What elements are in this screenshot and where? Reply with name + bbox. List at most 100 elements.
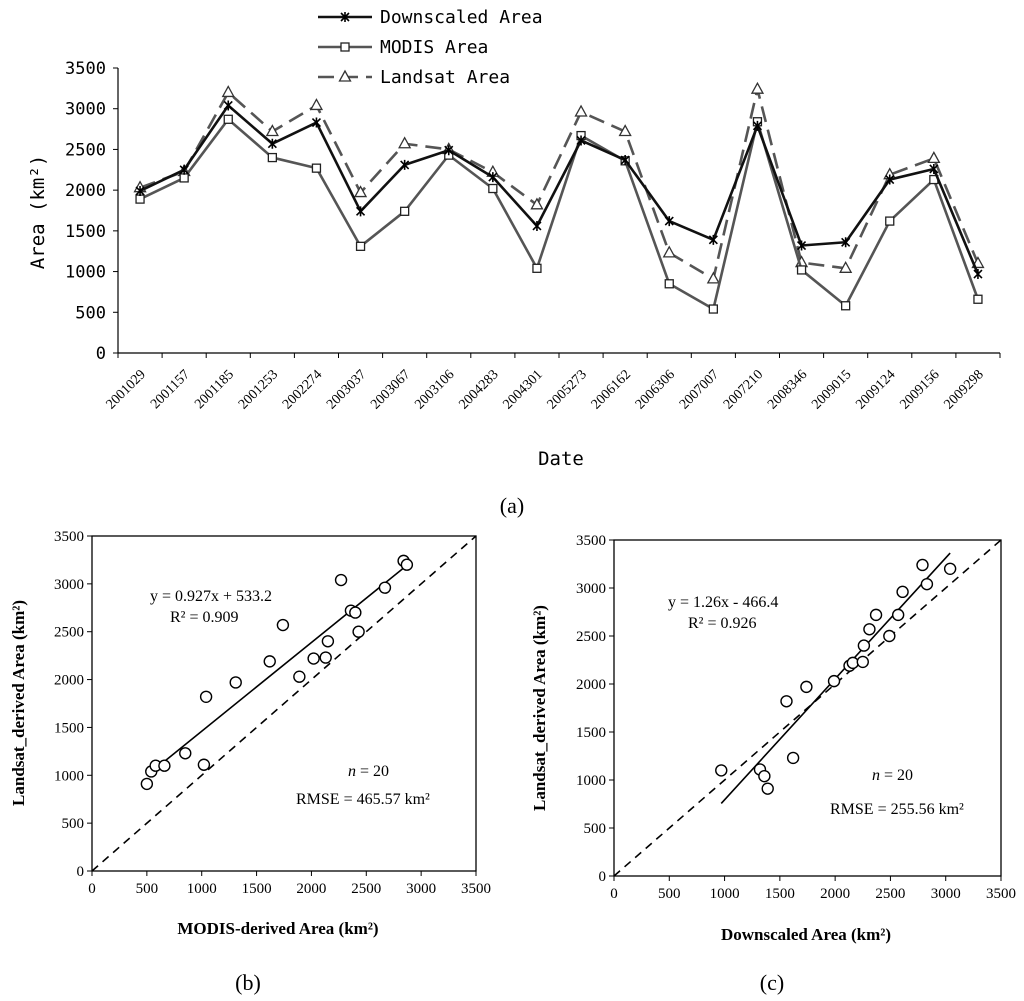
scatter-b-n-symbol: n: [348, 763, 356, 780]
series-line-modis-area: [139, 118, 980, 311]
line-chart-x-tick-label: 2004301: [501, 367, 546, 412]
scatter-c-x-tick-label: 3000: [931, 886, 961, 902]
series-point-landsat-area: [706, 271, 720, 284]
scatter-b-y-tick-label: 2500: [54, 625, 84, 641]
series-point-landsat-area: [618, 124, 632, 137]
series-point-modis-area: [664, 279, 674, 289]
line-chart-x-tick-label: 2001253: [236, 367, 281, 412]
scatter-b-frame: [91, 535, 477, 872]
scatter-c-y-tick-label: 2500: [576, 629, 606, 645]
scatter-c-equation: y = 1.26x - 466.4: [668, 594, 778, 611]
line-chart-x-tick-label: 2009015: [809, 367, 854, 412]
scatter-b-point: [307, 652, 320, 665]
series-point-landsat-area: [662, 245, 676, 258]
scatter-b-x-tick-label: 1500: [242, 881, 272, 897]
series-line-landsat-area: [139, 87, 980, 281]
scatter-c-frame: [613, 539, 1002, 877]
panel-label-a: (a): [500, 493, 524, 518]
scatter-c-y-tick-label: 3500: [576, 533, 606, 549]
series-point-downscaled-area: [311, 117, 322, 128]
scatter-b-y-tick-label: 1500: [54, 720, 84, 736]
line-chart-y-tick-label: 1000: [65, 263, 106, 283]
series-point-downscaled-area: [576, 135, 586, 146]
scatter-b-point: [229, 676, 242, 689]
series-point-modis-area: [488, 183, 498, 194]
scatter-c-point: [758, 769, 771, 783]
series-point-modis-area: [179, 173, 189, 183]
series-point-modis-area: [311, 163, 322, 173]
legend-label-landsat-area: Landsat Area: [380, 67, 510, 88]
series-point-downscaled-area: [620, 155, 630, 166]
scatter-b-point: [352, 625, 365, 638]
scatter-b-y-tick-label: 3500: [54, 529, 84, 545]
scatter-c-n-symbol: n: [872, 767, 880, 784]
scatter-c-point: [883, 629, 896, 643]
scatter-c-point: [857, 639, 871, 652]
scatter-b-point: [263, 655, 276, 668]
line-chart-y-tick-label: 1500: [65, 222, 106, 242]
legend-label-modis-area: MODIS Area: [380, 37, 488, 58]
series-point-landsat-area: [750, 81, 765, 94]
scatter-b-point: [197, 758, 211, 771]
scatter-b-point: [334, 573, 348, 587]
scatter-c-point: [715, 764, 728, 777]
series-point-landsat-area: [398, 136, 412, 149]
series-point-landsat-area: [221, 85, 235, 98]
series-line-downscaled-area: [139, 104, 980, 275]
legend-marker-modis-area: [340, 42, 350, 52]
scatter-c-xlabel: Downscaled Area (km²): [721, 925, 891, 944]
series-point-downscaled-area: [532, 220, 542, 231]
line-chart-x-tick-label: 2003067: [368, 367, 413, 412]
scatter-b-x-tick-label: 2500: [351, 881, 381, 897]
line-chart-x-tick-label: 2005273: [545, 367, 590, 412]
legend-marker-landsat-area: [338, 69, 352, 82]
series-point-modis-area: [399, 206, 410, 216]
legend-marker-downscaled-area: [340, 12, 350, 22]
series-point-downscaled-area: [488, 172, 498, 183]
scatter-c-point: [891, 608, 905, 622]
scatter-c-n-value: = 20: [884, 767, 913, 784]
series-point-downscaled-area: [752, 120, 763, 131]
line-chart-x-tick-label: 2004283: [456, 367, 501, 412]
scatter-b-rmse: RMSE = 465.57 km²: [296, 791, 430, 808]
scatter-b-y-tick-label: 500: [62, 816, 85, 832]
scatter-b-x-tick-label: 0: [88, 881, 96, 897]
line-chart-x-tick-label: 2003106: [412, 367, 457, 412]
scatter-b-xlabel: MODIS-derived Area (km²): [177, 919, 378, 938]
line-chart-x-tick-label: 2007007: [677, 367, 722, 412]
scatter-c-x-tick-label: 1500: [765, 886, 795, 902]
panel-label-c: (c): [760, 970, 784, 995]
scatter-b-n: n = 20: [348, 763, 389, 780]
line-chart-x-tick-label: 2003037: [324, 367, 369, 412]
series-point-landsat-area: [574, 104, 588, 117]
series-point-downscaled-area: [664, 216, 674, 227]
scatter-c-y-tick-label: 500: [584, 821, 607, 837]
scatter-c-x-tick-label: 2000: [820, 886, 850, 902]
scatter-c-ylabel: Landsat_derived Area (km²): [530, 605, 549, 811]
scatter-b-y-tick-label: 3000: [54, 577, 84, 593]
scatter-b-x-tick-label: 500: [136, 881, 159, 897]
series-point-downscaled-area: [885, 174, 895, 185]
scatter-b-point: [349, 606, 362, 619]
scatter-b-ylabel: Landsat_derived Area (km²): [9, 600, 28, 806]
scatter-b-fit-line: [150, 567, 405, 773]
series-point-landsat-area: [530, 197, 544, 210]
series-point-downscaled-area: [223, 100, 233, 111]
series-point-modis-area: [532, 263, 542, 273]
panel-label-b: (b): [235, 970, 261, 995]
scatter-b-point: [378, 581, 392, 594]
series-point-modis-area: [355, 241, 366, 251]
scatter-b-point: [319, 651, 332, 664]
line-chart-y-tick-label: 500: [75, 303, 106, 323]
scatter-b-point: [158, 759, 171, 772]
line-chart-xlabel: Date: [538, 448, 584, 470]
line-chart-x-tick-label: 2008346: [765, 367, 810, 412]
series-point-downscaled-area: [179, 164, 189, 175]
series-point-downscaled-area: [267, 138, 277, 149]
line-chart-y-tick-label: 0: [96, 344, 106, 364]
scatter-c-x-tick-label: 2500: [875, 886, 905, 902]
series-point-modis-area: [267, 152, 278, 163]
scatter-c-point: [800, 680, 813, 694]
line-chart-x-tick-label: 2009124: [853, 367, 898, 412]
